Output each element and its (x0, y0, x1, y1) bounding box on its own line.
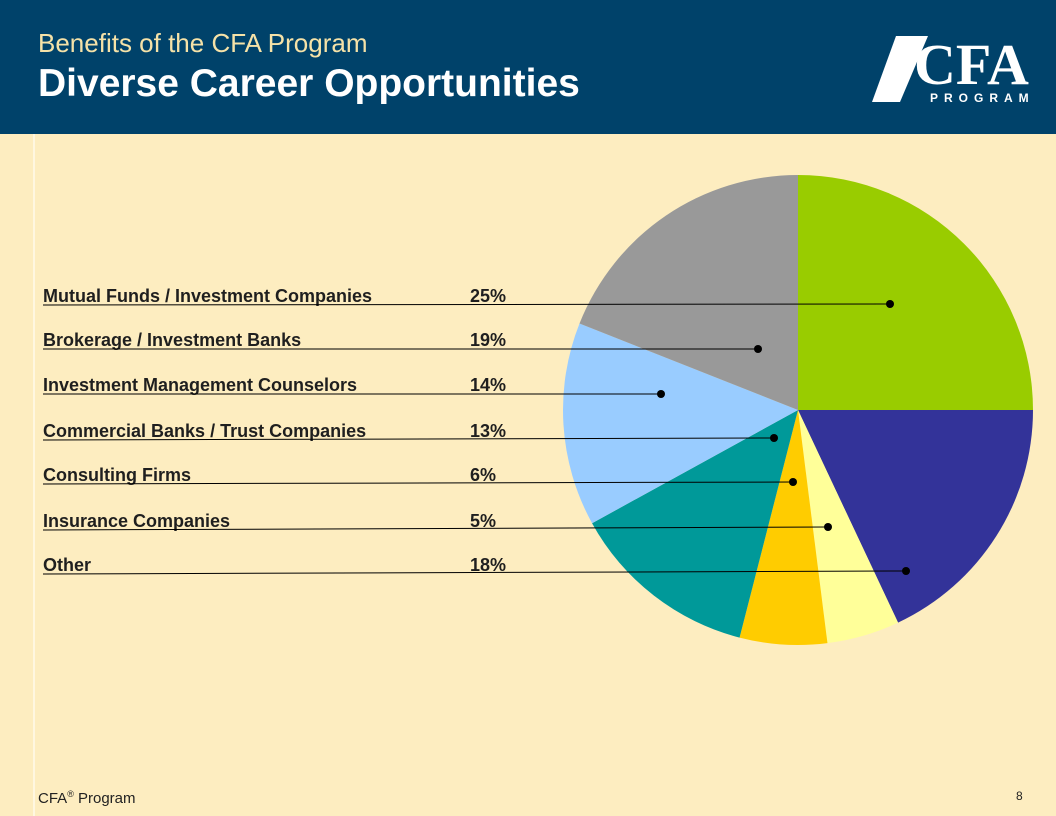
leader-line-consulting-firms (42, 481, 794, 485)
header-banner: Benefits of the CFA Program Diverse Care… (0, 0, 1056, 134)
legend-label-investment-management-counselors: Investment Management Counselors (43, 375, 357, 395)
leader-line-mutual-funds-investment-companies (42, 303, 891, 306)
legend-label-commercial-banks-trust-companies: Commercial Banks / Trust Companies (43, 421, 366, 441)
registered-mark: ® (67, 789, 74, 799)
leader-dot-brokerage-investment-banks (754, 345, 762, 353)
pie-slice-insurance-companies (798, 410, 899, 644)
leader-dot-consulting-firms (789, 478, 797, 486)
slide-title: Diverse Career Opportunities (38, 62, 580, 105)
logo-sub-text: PROGRAM (930, 91, 1032, 105)
pie-legend: Mutual Funds / Investment Companies 25% Br… (42, 286, 910, 575)
legend-label-mutual-funds-investment-companies: Mutual Funds / Investment Companies (43, 286, 372, 306)
logo-slant-shape (872, 36, 928, 102)
leader-dot-investment-management-counselors (657, 390, 665, 398)
legend-label-brokerage-investment-banks: Brokerage / Investment Banks (43, 330, 301, 350)
legend-value-commercial-banks-trust-companies: 13% (470, 421, 506, 441)
pie-slice-mutual-funds-investment-companies (798, 175, 1033, 410)
leader-dot-mutual-funds-investment-companies (886, 300, 894, 308)
legend-label-consulting-firms: Consulting Firms (43, 465, 191, 485)
footer-brand-cfa: CFA (38, 790, 68, 807)
legend-value-investment-management-counselors: 14% (470, 375, 506, 395)
legend-value-brokerage-investment-banks: 19% (470, 330, 506, 350)
pie-slice-other (798, 410, 1033, 623)
footer-brand-program: Program (73, 790, 136, 807)
leader-dot-insurance-companies (824, 523, 832, 531)
leader-dot-other (902, 567, 910, 575)
footer-brand: CFA® Program (38, 789, 136, 807)
legend-value-insurance-companies: 5% (470, 511, 496, 531)
pie-slice-commercial-banks-trust-companies (592, 410, 798, 638)
logo-main-text: CFA (914, 34, 1029, 97)
legend-value-consulting-firms: 6% (470, 465, 496, 485)
page-number: 8 (1016, 789, 1023, 803)
leader-dot-commercial-banks-trust-companies (770, 434, 778, 442)
legend-value-other: 18% (470, 555, 506, 575)
leader-line-insurance-companies (42, 526, 829, 531)
legend-label-insurance-companies: Insurance Companies (43, 511, 230, 531)
pie-slices (563, 174, 1033, 645)
leader-line-commercial-banks-trust-companies (42, 437, 775, 441)
slide-subtitle: Benefits of the CFA Program (38, 28, 368, 58)
legend-label-other: Other (43, 555, 91, 575)
leader-line-other (42, 570, 907, 575)
pie-slice-investment-management-counselors (563, 323, 798, 524)
legend-value-mutual-funds-investment-companies: 25% (470, 286, 506, 306)
cfa-logo: CFA PROGRAM (872, 34, 1032, 105)
left-divider (33, 134, 35, 816)
pie-slice-brokerage-investment-banks (579, 174, 798, 410)
